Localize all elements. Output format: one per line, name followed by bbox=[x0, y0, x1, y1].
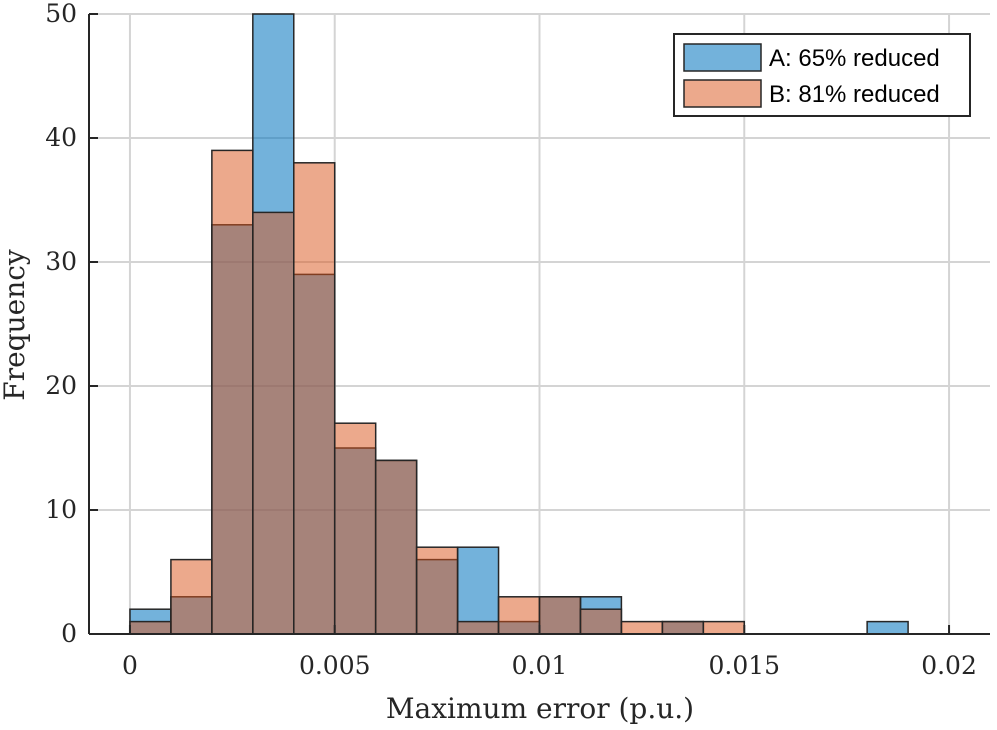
bar-b-7 bbox=[415, 546, 459, 635]
bar-b-14 bbox=[702, 620, 746, 635]
bar-b-6 bbox=[374, 459, 418, 635]
bar-b-0 bbox=[129, 620, 172, 635]
x-tick-label-1: 0.005 bbox=[299, 651, 371, 680]
bar-b-9 bbox=[497, 596, 541, 635]
y-tick-label-0: 0 bbox=[61, 619, 77, 648]
bar-b-8 bbox=[456, 620, 500, 635]
bar-b-1 bbox=[170, 558, 213, 635]
legend-swatch-b bbox=[683, 79, 762, 108]
bar-b-10 bbox=[538, 596, 582, 635]
x-tick-label-2: 0.01 bbox=[512, 651, 568, 680]
x-tick-label-0: 0 bbox=[122, 651, 138, 680]
legend-label-b: B: 81% reduced bbox=[769, 81, 940, 108]
bar-b-11 bbox=[579, 608, 623, 635]
bar-b-4 bbox=[293, 162, 336, 635]
bar-b-12 bbox=[620, 620, 664, 635]
y-tick-label-2: 20 bbox=[45, 371, 77, 400]
bar-b-5 bbox=[333, 422, 377, 635]
x-tick-label-4: 0.02 bbox=[921, 651, 977, 680]
bar-a-18 bbox=[866, 620, 909, 635]
legend-swatch-a bbox=[683, 43, 762, 72]
x-axis-label: Maximum error (p.u.) bbox=[386, 692, 694, 725]
y-tick-label-3: 30 bbox=[45, 247, 77, 276]
y-tick-label-1: 10 bbox=[45, 495, 77, 524]
y-tick-labels: 0 10 20 30 40 50 bbox=[45, 0, 77, 648]
y-axis-label: Frequency bbox=[0, 249, 31, 401]
bar-b-13 bbox=[661, 620, 705, 635]
bar-a-8 bbox=[456, 546, 500, 635]
y-tick-label-4: 40 bbox=[45, 123, 77, 152]
series-b-bars bbox=[129, 149, 746, 635]
legend-label-a: A: 65% reduced bbox=[769, 45, 940, 72]
y-tick-label-5: 50 bbox=[45, 0, 77, 28]
axes bbox=[88, 13, 990, 635]
legend: A: 65% reduced B: 81% reduced bbox=[673, 33, 971, 117]
bar-b-3 bbox=[252, 211, 295, 635]
x-tick-labels: 0 0.005 0.01 0.015 0.02 bbox=[122, 651, 977, 680]
x-tick-label-3: 0.015 bbox=[708, 651, 780, 680]
bar-b-2 bbox=[211, 149, 254, 635]
